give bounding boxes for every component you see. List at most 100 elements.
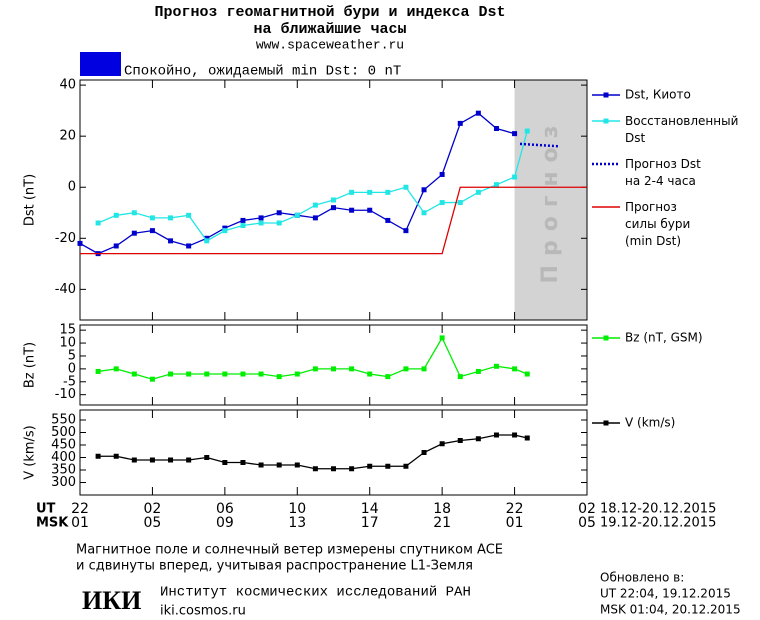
forecast-region: [514, 80, 587, 320]
marker: [367, 189, 373, 195]
marker: [186, 457, 192, 463]
marker: [457, 200, 463, 206]
marker: [168, 457, 174, 463]
marker: [403, 228, 409, 234]
note: Магнитное поле и солнечный ветер измерен…: [76, 543, 503, 558]
marker: [367, 371, 373, 377]
marker: [385, 463, 391, 469]
y-tick-label: -5: [63, 374, 76, 389]
marker: [258, 220, 264, 226]
marker: [439, 335, 445, 341]
marker: [149, 376, 155, 382]
marker: [294, 212, 300, 218]
marker: [276, 210, 282, 216]
marker: [240, 371, 246, 377]
url: iki.cosmos.ru: [160, 604, 246, 619]
marker: [95, 368, 101, 374]
marker: [240, 460, 246, 465]
x-tick-label: 14: [361, 501, 379, 517]
marker: [349, 366, 355, 372]
site: www.spaceweather.ru: [256, 37, 404, 52]
y-tick-label: 10: [59, 336, 76, 351]
marker: [367, 207, 373, 213]
legend-marker: [603, 335, 609, 341]
marker: [95, 453, 101, 459]
y-tick-label: 550: [51, 413, 76, 428]
legend-label: Восстановленный Dst: [625, 114, 738, 145]
marker: [403, 463, 409, 469]
marker: [475, 436, 481, 442]
y-tick-label: 20: [59, 129, 76, 144]
marker: [240, 217, 246, 223]
marker: [385, 189, 391, 195]
marker: [312, 215, 318, 221]
x2-axis-label: MSK: [36, 516, 69, 531]
x2-tick-label: 05: [144, 515, 162, 531]
marker: [403, 184, 409, 190]
marker: [240, 223, 246, 229]
marker: [475, 368, 481, 374]
x-tick-label: 22: [71, 501, 89, 517]
marker: [186, 371, 192, 377]
marker: [524, 371, 530, 377]
y-tick-label: 40: [59, 78, 76, 93]
marker: [403, 366, 409, 372]
marker: [349, 466, 355, 472]
marker: [385, 374, 391, 380]
status-text: Спокойно, ожидаемый min Dst: 0 nT: [124, 63, 401, 80]
x2-tick-label: 01: [506, 515, 524, 531]
legend-marker: [603, 118, 609, 124]
marker: [131, 457, 137, 463]
x2-tick-label: 13: [288, 515, 306, 531]
marker: [222, 371, 228, 377]
marker: [294, 371, 300, 377]
y-tick-label: 350: [51, 463, 76, 478]
legend-marker: [603, 420, 609, 426]
marker: [113, 366, 119, 372]
marker: [113, 243, 119, 249]
marker: [457, 374, 463, 380]
marker: [457, 438, 463, 443]
marker: [312, 466, 318, 472]
y-tick-label: -40: [55, 282, 76, 297]
updated: Обновлено в:: [600, 571, 684, 585]
y-tick-label: 450: [51, 438, 76, 453]
y-tick-label: 300: [51, 475, 76, 490]
marker: [149, 457, 155, 463]
marker: [258, 215, 264, 221]
marker: [331, 197, 336, 203]
x-axis-label: UT: [36, 502, 56, 517]
x-tick-label: 22: [506, 501, 524, 517]
x-tick-label: 10: [288, 501, 306, 517]
marker: [276, 220, 282, 226]
marker: [524, 128, 530, 134]
y-tick-label: -20: [55, 231, 76, 246]
marker: [131, 371, 137, 377]
y-tick-label: 0: [68, 180, 76, 195]
marker: [131, 210, 137, 216]
legend-label: Bz (nT, GSM): [625, 331, 703, 345]
legend-label: Прогноз Dst на 2-4 часа: [625, 157, 701, 188]
marker: [367, 463, 373, 469]
marker: [131, 230, 137, 236]
marker: [204, 235, 210, 241]
x2-tick-label: 17: [361, 515, 379, 531]
marker: [312, 366, 318, 372]
marker: [493, 432, 499, 438]
marker: [421, 210, 427, 216]
marker: [385, 217, 391, 223]
y-axis-label: V (km/s): [23, 425, 38, 480]
subtitle: на ближайшие часы: [253, 21, 406, 38]
legend-marker: [603, 92, 609, 98]
institute: Институт космических исследований РАН: [160, 584, 471, 601]
marker: [113, 212, 119, 218]
marker: [204, 238, 210, 244]
marker: [439, 200, 445, 206]
marker: [77, 240, 83, 246]
marker: [421, 450, 427, 455]
marker: [168, 371, 174, 377]
title: Прогноз геомагнитной бури и индекса Dst: [154, 4, 505, 21]
marker: [204, 455, 210, 460]
series-line: [80, 186, 587, 255]
marker: [349, 189, 355, 195]
